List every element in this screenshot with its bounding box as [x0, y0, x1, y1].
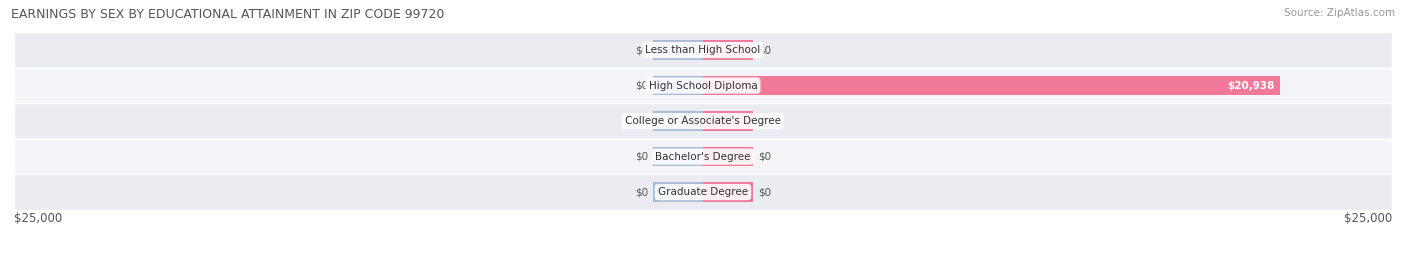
Text: $20,938: $20,938 [1227, 80, 1274, 91]
Text: $25,000: $25,000 [14, 212, 62, 225]
Text: Less than High School: Less than High School [645, 45, 761, 55]
Bar [14, 68, 1392, 103]
Bar [654, 111, 703, 131]
Bar [14, 139, 1392, 174]
Bar [654, 147, 703, 166]
Text: $0: $0 [758, 151, 772, 162]
Text: Bachelor's Degree: Bachelor's Degree [655, 151, 751, 162]
Text: $25,000: $25,000 [1344, 212, 1392, 225]
Bar [654, 182, 703, 202]
Text: EARNINGS BY SEX BY EDUCATIONAL ATTAINMENT IN ZIP CODE 99720: EARNINGS BY SEX BY EDUCATIONAL ATTAINMEN… [11, 8, 444, 21]
Text: $0: $0 [634, 116, 648, 126]
Bar [703, 40, 752, 60]
Text: $0: $0 [634, 45, 648, 55]
Bar [14, 32, 1392, 68]
Text: Graduate Degree: Graduate Degree [658, 187, 748, 197]
Bar [703, 147, 752, 166]
Bar [654, 76, 703, 95]
Text: $0: $0 [758, 45, 772, 55]
Bar [703, 76, 1279, 95]
Text: $0: $0 [758, 116, 772, 126]
Text: $0: $0 [634, 187, 648, 197]
Bar [703, 111, 752, 131]
Text: $0: $0 [634, 151, 648, 162]
Bar [703, 182, 752, 202]
Text: Source: ZipAtlas.com: Source: ZipAtlas.com [1284, 8, 1395, 18]
Text: College or Associate's Degree: College or Associate's Degree [626, 116, 780, 126]
Bar [14, 174, 1392, 210]
Text: $0: $0 [758, 187, 772, 197]
Text: High School Diploma: High School Diploma [648, 80, 758, 91]
Bar [654, 40, 703, 60]
Bar [14, 103, 1392, 139]
Text: $0: $0 [634, 80, 648, 91]
